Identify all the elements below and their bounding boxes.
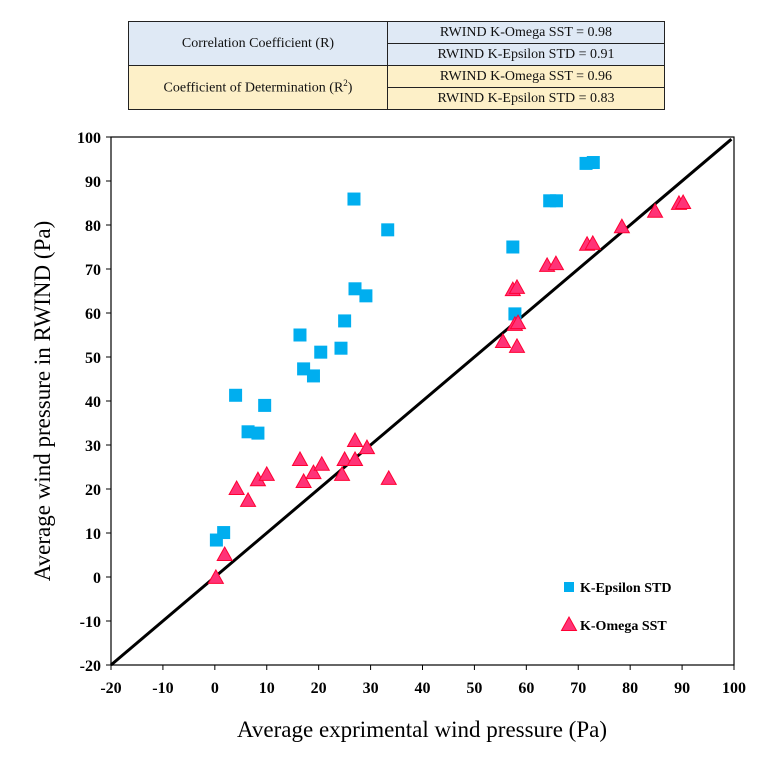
omega-point	[336, 450, 353, 466]
omega-point	[584, 234, 602, 250]
stats-label: Coefficient of Determination (R2)	[128, 65, 388, 110]
omega-point	[313, 455, 331, 471]
epsilon-point	[293, 328, 307, 342]
stats-value: RWIND K-Epsilon STD = 0.83	[387, 87, 665, 110]
omega-point	[508, 337, 526, 353]
x-tick-label: 100	[722, 680, 746, 697]
omega-point	[346, 450, 364, 466]
x-tick-label: 40	[415, 680, 431, 697]
x-axis-label: Average exprimental wind pressure (Pa)	[237, 717, 607, 742]
y-tick-label: 70	[85, 262, 101, 279]
epsilon-point	[549, 194, 563, 208]
y-tick-label: 80	[85, 218, 101, 235]
x-tick-label: 50	[466, 680, 482, 697]
epsilon-point	[251, 426, 265, 440]
epsilon-point	[306, 369, 320, 383]
epsilon-point	[348, 282, 362, 296]
omega-point	[380, 469, 398, 485]
omega-point	[239, 491, 257, 507]
epsilon-point	[338, 314, 352, 328]
omega-point	[494, 333, 512, 349]
x-tick-label: 30	[363, 680, 379, 697]
omega-point	[508, 278, 526, 294]
epsilon-point	[586, 156, 600, 170]
x-tick-label: 60	[518, 680, 534, 697]
stats-row-r2: Coefficient of Determination (R2) RWIND …	[128, 65, 665, 110]
omega-point	[216, 545, 234, 561]
y-tick-label: 60	[85, 306, 101, 323]
omega-point	[333, 465, 351, 481]
epsilon-point	[217, 526, 231, 540]
epsilon-point	[297, 362, 311, 376]
stats-row-r: Correlation Coefficient (R) RWIND K-Omeg…	[128, 21, 665, 66]
omega-point	[291, 450, 309, 466]
omega-point	[346, 432, 364, 448]
x-tick-label: 0	[211, 680, 219, 697]
legend-label: K-Omega SST	[580, 619, 667, 634]
x-tick-label: 70	[570, 680, 586, 697]
omega-point	[358, 439, 376, 455]
x-tick-label: 20	[311, 680, 327, 697]
omega-point	[228, 479, 245, 495]
legend-marker	[560, 615, 578, 631]
epsilon-point	[241, 425, 255, 439]
epsilon-point	[506, 240, 520, 254]
epsilon-point	[334, 341, 348, 355]
y-tick-label: 20	[85, 482, 101, 499]
y-tick-label: 10	[85, 526, 101, 543]
y-tick-label: 100	[77, 130, 101, 147]
epsilon-point	[229, 388, 243, 402]
omega-point	[207, 568, 225, 584]
x-tick-label: 80	[622, 680, 638, 697]
epsilon-point	[381, 223, 395, 237]
omega-point	[305, 464, 322, 480]
y-axis-label: Average wind pressure in RWIND (Pa)	[30, 221, 55, 581]
x-tick-label: -20	[100, 680, 121, 697]
x-tick-label: 10	[259, 680, 275, 697]
omega-point	[295, 472, 312, 488]
y-tick-label: -20	[80, 658, 101, 675]
epsilon-point	[347, 192, 361, 206]
x-tick-label: -10	[152, 680, 173, 697]
stats-value: RWIND K-Omega SST = 0.96	[387, 65, 665, 88]
x-tick-label: 90	[674, 680, 690, 697]
stats-label: Correlation Coefficient (R)	[128, 21, 388, 66]
legend-marker	[564, 582, 574, 592]
y-tick-label: 90	[85, 174, 101, 191]
legend-label: K-Epsilon STD	[580, 581, 671, 596]
omega-point	[258, 465, 276, 481]
epsilon-point	[359, 289, 373, 303]
omega-point	[509, 314, 527, 330]
epsilon-point	[314, 345, 328, 359]
stats-value: RWIND K-Epsilon STD = 0.91	[387, 43, 665, 66]
omega-point	[646, 202, 664, 218]
y-tick-label: 30	[85, 438, 101, 455]
y-tick-label: 50	[85, 350, 101, 367]
statistics-table: Correlation Coefficient (R) RWIND K-Omeg…	[128, 21, 665, 110]
y-tick-label: 0	[93, 570, 101, 587]
y-tick-label: 40	[85, 394, 101, 411]
y-tick-label: -10	[80, 614, 101, 631]
omega-point	[547, 255, 565, 271]
omega-point	[674, 193, 692, 209]
epsilon-point	[258, 398, 272, 412]
stats-value: RWIND K-Omega SST = 0.98	[387, 21, 665, 44]
omega-point	[613, 218, 631, 234]
